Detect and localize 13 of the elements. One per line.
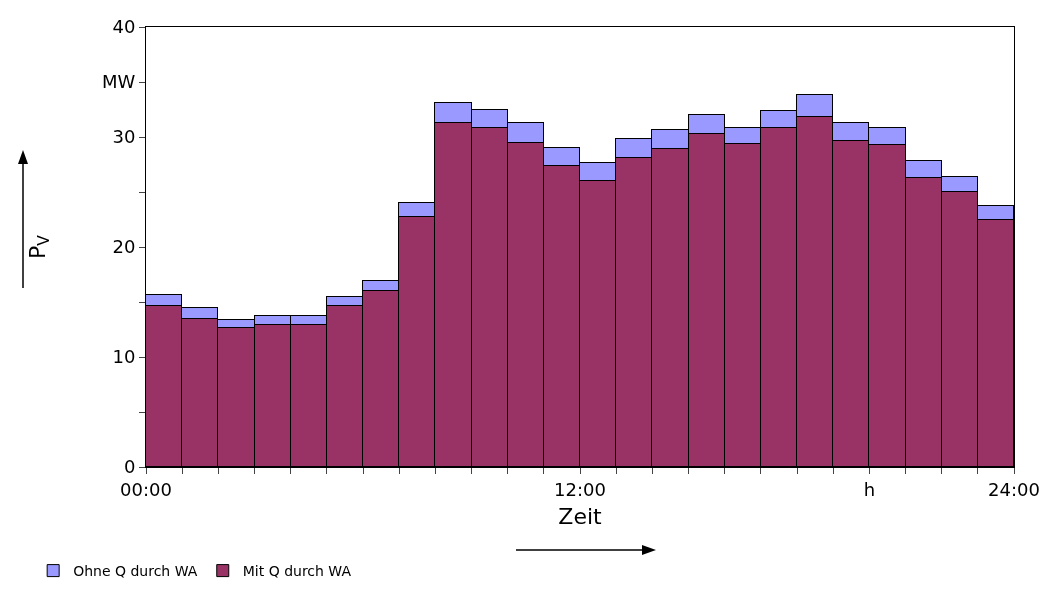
y-tick-label: 40 xyxy=(112,16,136,38)
x-axis-title: Zeit xyxy=(558,504,603,530)
y-tick-label: 0 xyxy=(123,456,136,478)
y-tick-label: MW xyxy=(102,71,136,93)
x-tick-label: 00:00 xyxy=(120,478,172,500)
legend-label: Mit Q durch WA xyxy=(242,563,352,580)
y-tick-label: 30 xyxy=(112,126,136,148)
x-tick-label: h xyxy=(863,478,876,500)
y-tick-label: 20 xyxy=(112,236,136,258)
y-tick-label: 10 xyxy=(112,346,136,368)
legend-label: Ohne Q durch WA xyxy=(73,563,198,580)
x-tick-label: 24:00 xyxy=(988,478,1040,500)
x-tick-label: 12:00 xyxy=(554,478,606,500)
